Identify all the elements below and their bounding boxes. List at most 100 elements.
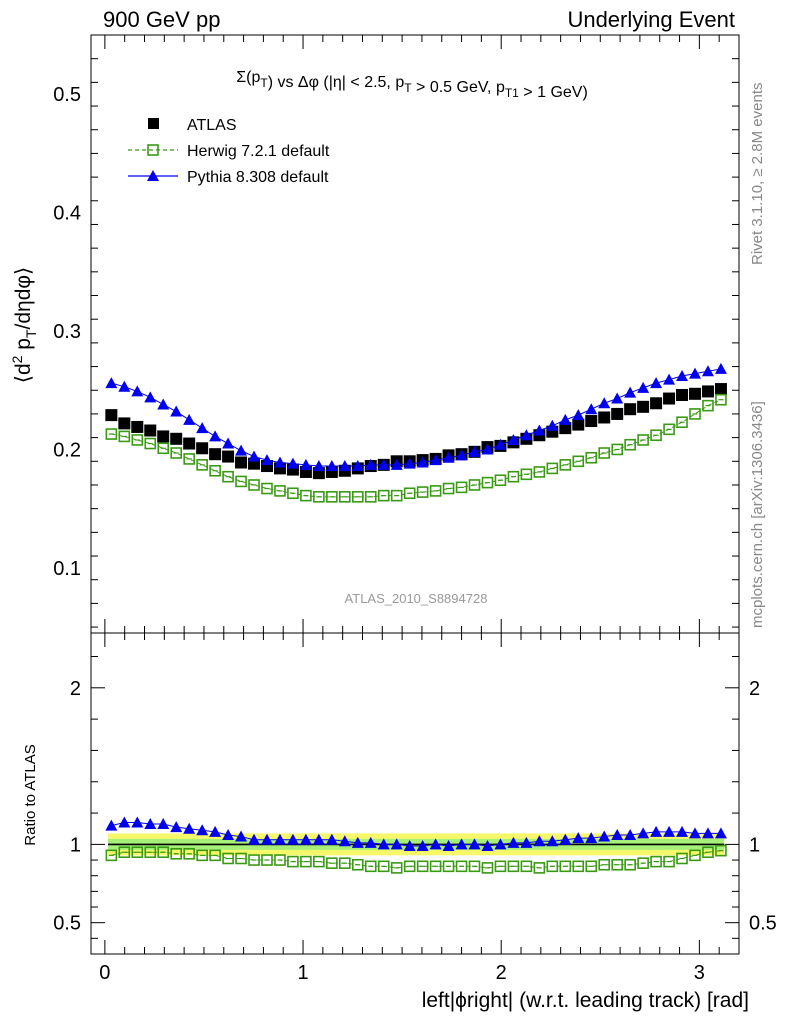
main-y-tick-label: 0.4	[53, 203, 81, 225]
x-tick-label: 1	[297, 962, 308, 984]
main-y-tick-label: 0.5	[53, 84, 81, 106]
atlas-point	[650, 397, 663, 410]
x-axis: 0 1 2 3	[99, 35, 720, 984]
herwig-point	[676, 416, 688, 429]
legend: ATLAS Herwig 7.2.1 default Pythia 8.308 …	[128, 117, 330, 186]
herwig-point	[572, 455, 585, 468]
atlas-point	[676, 388, 689, 401]
atlas-point	[209, 448, 222, 461]
x-tick-label: 0	[99, 962, 110, 984]
herwig-point	[533, 466, 546, 478]
legend-atlas-marker	[148, 118, 159, 129]
atlas-point	[222, 450, 235, 463]
atlas-point	[196, 442, 209, 455]
atlas-point	[689, 387, 702, 400]
herwig-ratio-point	[196, 849, 208, 862]
atlas-point	[157, 430, 170, 443]
ratio-y-tick-label: 1	[70, 834, 81, 856]
herwig-line	[111, 399, 722, 498]
herwig-point	[196, 459, 208, 471]
herwig-ratio-point	[533, 862, 546, 874]
herwig-ratio-point	[676, 852, 688, 865]
herwig-point	[144, 437, 157, 450]
herwig-ratio-point	[157, 846, 170, 859]
legend-pythia-marker	[147, 170, 159, 181]
herwig-point	[507, 470, 520, 483]
main-y-axis-label: ⟨d2 pT/dηdφ⟩	[9, 267, 39, 383]
herwig-point	[494, 474, 507, 487]
herwig-point	[118, 430, 131, 443]
x-axis-label: left|ϕright| (w.r.t. leading track) [rad…	[422, 989, 749, 1012]
ratio-y-axis: 0.5 0.5 1 1 2 2	[53, 655, 777, 939]
legend-herwig-label: Herwig 7.2.1 default	[187, 143, 330, 160]
herwig-point	[170, 447, 183, 459]
ratio-y-tick-label-right: 2	[749, 678, 760, 700]
ratio-y-tick-label: 2	[70, 678, 81, 700]
atlas-point	[701, 385, 714, 398]
herwig-point	[468, 479, 481, 491]
atlas-point	[663, 392, 676, 405]
herwig-ratio-point	[624, 858, 636, 871]
herwig-point	[481, 476, 494, 489]
ratio-y-tick-label: 0.5	[53, 913, 81, 935]
herwig-point	[689, 408, 701, 420]
herwig-point	[261, 482, 273, 495]
atlas-point	[572, 418, 585, 431]
main-y-tick-label: 0.2	[53, 439, 81, 461]
herwig-ratio-point	[520, 860, 533, 873]
herwig-ratio-point	[105, 849, 118, 862]
atlas-point	[170, 432, 183, 445]
herwig-point	[585, 451, 598, 464]
legend-atlas-label: ATLAS	[187, 117, 237, 134]
ratio-plot-frame	[90, 632, 740, 955]
main-title: Σ(pT) vs Δφ (|η| < 2.5, pT > 0.5 GeV, pT…	[236, 69, 588, 101]
pythia-point	[714, 362, 727, 374]
herwig-point	[222, 470, 234, 483]
ratio-y-tick-label-right: 1	[749, 834, 760, 856]
herwig-point	[520, 468, 533, 481]
herwig-point	[637, 434, 649, 446]
main-y-tick-label: 0.1	[53, 558, 81, 580]
atlas-point	[598, 411, 611, 424]
x-tick-label: 3	[694, 962, 705, 984]
herwig-point	[455, 481, 468, 494]
legend-pythia-label: Pythia 8.308 default	[187, 169, 329, 186]
herwig-ratio-point	[339, 857, 351, 869]
atlas-point	[559, 422, 572, 435]
rivet-label: Rivet 3.1.10, ≥ 2.8M events	[749, 83, 766, 266]
main-panel: 0.1 0.2 0.3 0.4 0.5 Σ(pT) vs Δφ (|η| < 2.5, …	[9, 34, 740, 634]
ratio-data-points	[105, 816, 727, 874]
herwig-point	[157, 442, 170, 455]
herwig-point	[715, 393, 727, 406]
herwig-point	[209, 464, 221, 477]
herwig-ratio-point	[689, 849, 701, 862]
atlas-point	[144, 424, 157, 437]
herwig-point	[235, 475, 247, 488]
mcplots-label: mcplots.cern.ch [arXiv:1306.3436]	[749, 401, 766, 628]
herwig-point	[559, 459, 572, 471]
herwig-point	[611, 443, 623, 456]
herwig-point	[183, 453, 195, 465]
herwig-point	[403, 487, 416, 500]
ratio-y-tick-label-right: 0.5	[749, 913, 777, 935]
atlas-point	[611, 407, 624, 420]
herwig-point	[131, 434, 144, 446]
herwig-ratio-point	[650, 855, 662, 868]
ratio-panel: 0.5 0.5 1 1 2 2 Ratio to ATLAS	[22, 632, 777, 955]
main-data-points	[105, 362, 727, 503]
herwig-point	[663, 423, 675, 436]
analysis-watermark: ATLAS_2010_S8894728	[345, 591, 488, 606]
legend-herwig-marker	[147, 144, 159, 156]
atlas-point	[183, 437, 196, 450]
atlas-point	[714, 383, 727, 396]
herwig-ratio-point	[235, 852, 247, 865]
herwig-ratio-point	[702, 846, 714, 859]
atlas-point	[131, 420, 144, 433]
atlas-point	[624, 403, 637, 416]
pythia-line	[111, 368, 722, 467]
main-y-axis: 0.1 0.2 0.3 0.4 0.5	[53, 58, 739, 628]
header-left: 900 GeV pp	[103, 7, 220, 32]
atlas-point	[585, 415, 598, 428]
pythia-point	[105, 377, 118, 389]
